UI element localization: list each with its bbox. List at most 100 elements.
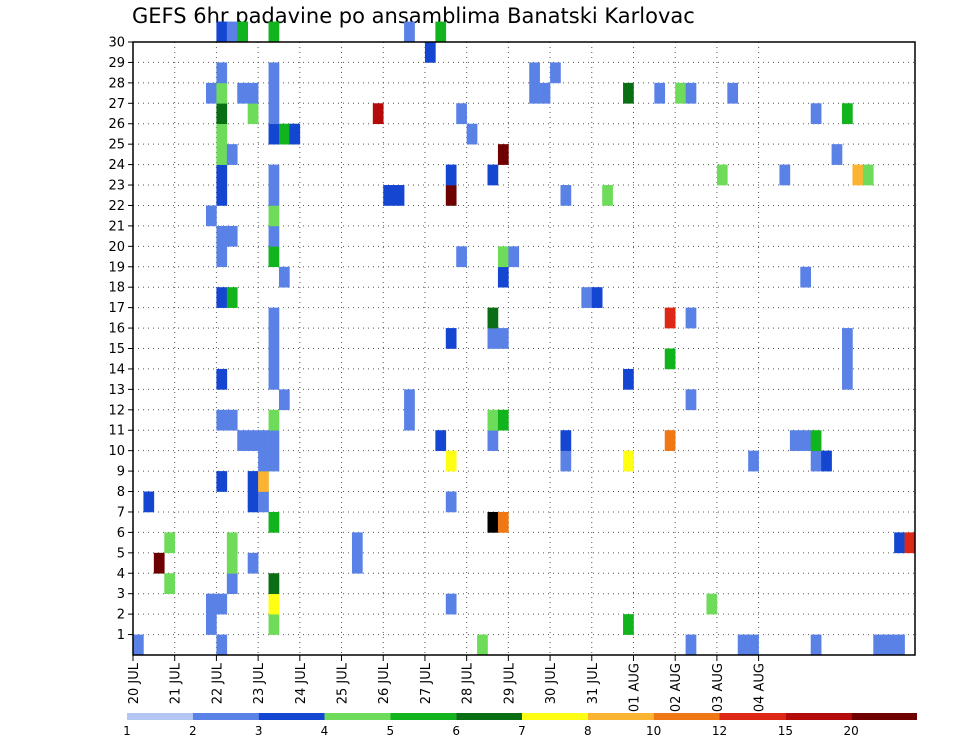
heatmap-cell: [894, 532, 905, 554]
heatmap-cell: [268, 511, 280, 533]
colorbar-label: 12: [712, 724, 727, 738]
heatmap-cell: [216, 634, 228, 656]
colorbar-label: 3: [255, 724, 263, 738]
heatmap-cell: [560, 185, 572, 206]
colorbar-label: 4: [321, 724, 329, 738]
heatmap-cell: [789, 430, 801, 451]
colorbar-label: 8: [584, 724, 592, 738]
heatmap-cell: [226, 532, 238, 554]
colorbar-swatch: [258, 713, 325, 720]
heatmap-cell: [164, 573, 176, 594]
heatmap-cell: [445, 164, 457, 186]
heatmap-cell: [445, 491, 457, 513]
y-tick-label: 26: [108, 117, 125, 132]
heatmap-cell: [529, 82, 540, 104]
colorbar-swatch: [653, 713, 720, 720]
x-tick-label: 27 JUL: [419, 662, 434, 704]
heatmap-cell: [810, 450, 822, 472]
heatmap-cell: [883, 634, 895, 656]
heatmap-cell: [133, 634, 144, 656]
y-tick-label: 21: [108, 219, 125, 234]
x-tick-label: 26 JUL: [377, 662, 392, 704]
heatmap-cell: [602, 185, 613, 206]
heatmap-cell: [685, 634, 697, 656]
y-tick-label: 14: [108, 362, 125, 377]
heatmap-cell: [216, 368, 228, 390]
heatmap-cell: [226, 21, 238, 43]
heatmap-cell: [226, 225, 238, 247]
x-tick-label: 30 JUL: [544, 662, 559, 704]
x-tick-label: 31 JUL: [586, 662, 601, 704]
heatmap-cell: [372, 103, 384, 125]
heatmap-cell: [268, 103, 280, 125]
heatmap-cell: [404, 21, 415, 43]
heatmap-cell: [205, 82, 217, 104]
heatmap-cell: [445, 450, 457, 472]
heatmap-cell: [497, 144, 509, 165]
heatmap-cell: [268, 328, 280, 349]
y-tick-label: 18: [108, 281, 125, 296]
heatmap-cell: [435, 430, 447, 451]
y-tick-label: 1: [117, 628, 125, 643]
heatmap-cell: [268, 82, 280, 104]
heatmap-cell: [226, 144, 238, 165]
heatmap-cell: [487, 328, 499, 349]
y-tick-label: 23: [108, 179, 125, 194]
x-tick-label: 04 AUG: [753, 663, 768, 712]
heatmap-cell: [497, 409, 509, 431]
heatmap-cell: [873, 634, 885, 656]
colorbar-label: 15: [778, 724, 793, 738]
heatmap-cell: [237, 21, 248, 43]
heatmap-cell: [529, 62, 540, 84]
heatmap-cell: [748, 634, 759, 656]
heatmap-cell: [268, 225, 280, 247]
colorbar-label: 5: [387, 724, 395, 738]
y-tick-label: 29: [108, 56, 125, 71]
heatmap-cell: [862, 164, 874, 186]
heatmap-cell: [258, 471, 269, 492]
heatmap-cell: [623, 614, 634, 635]
colorbar-label: 10: [646, 724, 661, 738]
y-tick-label: 10: [108, 444, 125, 459]
colorbar-swatch: [719, 713, 786, 720]
colorbar-swatch: [785, 713, 852, 720]
heatmap-cell: [497, 328, 509, 349]
colorbar-label: 20: [844, 724, 859, 738]
y-tick-label: 20: [108, 240, 125, 255]
heatmap-cell: [278, 123, 290, 145]
x-tick-label: 24 JUL: [294, 662, 309, 704]
heatmap-cell: [487, 164, 499, 186]
colorbar-swatch: [390, 713, 457, 720]
heatmap-cell: [748, 450, 759, 472]
x-tick-label: 25 JUL: [336, 662, 351, 704]
heatmap-cell: [393, 185, 405, 206]
heatmap-cell: [247, 552, 259, 574]
heatmap-cell: [810, 634, 822, 656]
colorbar-swatch: [456, 713, 522, 720]
colorbar-swatch: [324, 713, 391, 720]
colorbar-label: 2: [189, 724, 197, 738]
heatmap-cell: [247, 430, 259, 451]
heatmap-cell: [842, 348, 853, 370]
heatmap-cell: [894, 634, 905, 656]
heatmap-cell: [247, 103, 259, 125]
heatmap-cell: [289, 123, 301, 145]
y-tick-label: 3: [117, 587, 125, 602]
x-tick-label: 29 JUL: [502, 662, 517, 704]
heatmap-cell: [268, 409, 280, 431]
heatmap-cell: [247, 471, 259, 492]
heatmap-cell: [508, 246, 520, 268]
heatmap-cell: [268, 368, 280, 390]
heatmap-cell: [424, 42, 436, 63]
heatmap-cell: [383, 185, 394, 206]
heatmap-cell: [654, 82, 666, 104]
heatmap-cell: [842, 103, 853, 125]
y-tick-label: 30: [108, 36, 125, 51]
heatmap-cell: [487, 511, 499, 533]
heatmap-cell: [216, 82, 228, 104]
heatmap-cell: [351, 552, 363, 574]
heatmap-cell: [685, 307, 697, 329]
y-tick-label: 6: [117, 526, 125, 541]
heatmap-cell: [268, 246, 280, 268]
heatmap-cell: [664, 348, 676, 370]
